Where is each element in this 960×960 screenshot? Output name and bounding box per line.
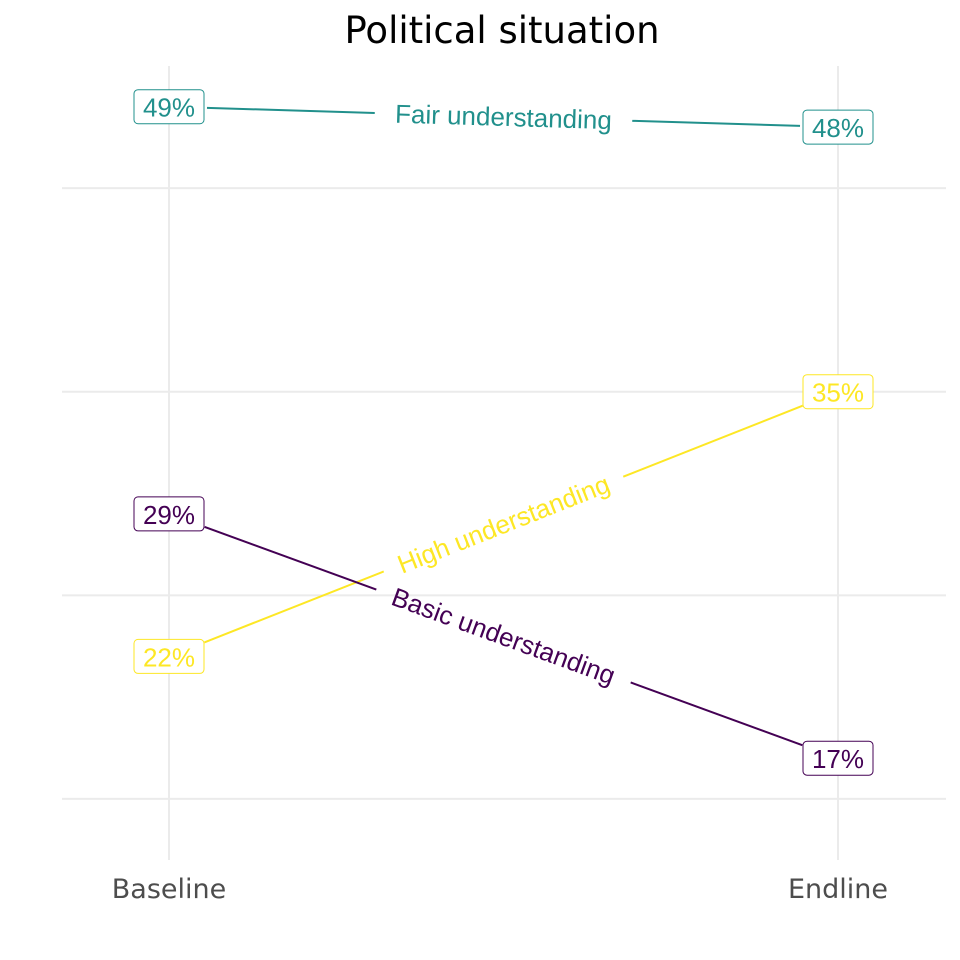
x-tick-label-endline: Endline — [788, 874, 888, 905]
chart-title: Political situation — [344, 9, 659, 52]
series-line-fair-understanding-right — [632, 119, 801, 127]
x-tick-label-baseline: Baseline — [112, 874, 226, 905]
series-label-fair-understanding: Fair understanding — [395, 99, 613, 136]
value-box-basic-understanding-endline — [802, 740, 874, 776]
value-label-fair-understanding-endline: 48% — [812, 113, 864, 143]
x-axis: Baseline Endline — [112, 874, 888, 905]
series-line-basic-understanding-right — [630, 681, 803, 747]
series-fair-understanding: Fair understanding 49% 48% — [133, 89, 874, 145]
series-line-high-understanding-right — [622, 404, 804, 478]
value-label-fair-understanding-baseline: 49% — [143, 93, 195, 123]
value-label-high-understanding-endline: 35% — [812, 378, 864, 408]
value-label-basic-understanding-baseline: 29% — [143, 500, 195, 530]
value-box-high-understanding-baseline — [133, 638, 205, 674]
value-box-high-understanding-endline — [802, 374, 874, 410]
grid — [62, 66, 946, 860]
series-line-basic-understanding-left — [204, 525, 377, 591]
value-label-high-understanding-baseline: 22% — [143, 642, 195, 672]
series-line-high-understanding-left — [203, 570, 385, 644]
value-box-basic-understanding-baseline — [133, 496, 205, 532]
value-box-fair-understanding-endline — [802, 109, 874, 145]
series-line-fair-understanding-left — [206, 106, 375, 114]
value-label-basic-understanding-endline: 17% — [812, 744, 864, 774]
value-box-fair-understanding-baseline — [133, 89, 205, 125]
